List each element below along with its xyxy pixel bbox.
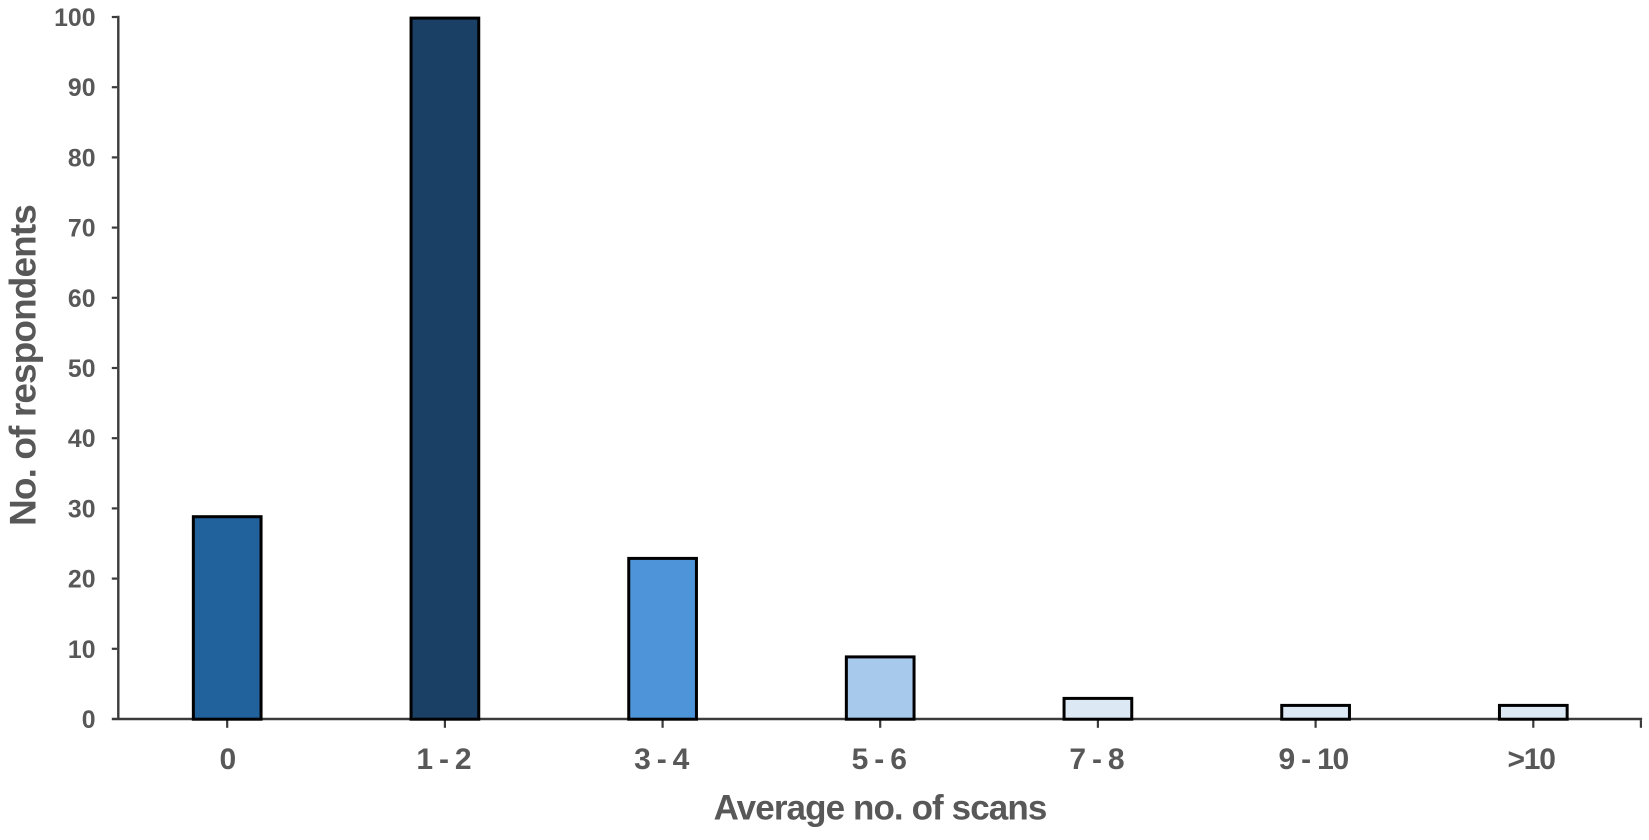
svg-text:5 - 6: 5 - 6 xyxy=(852,743,907,776)
svg-text:40: 40 xyxy=(68,426,96,453)
svg-text:60: 60 xyxy=(68,286,96,313)
svg-text:1 - 2: 1 - 2 xyxy=(416,743,471,776)
svg-text:9 - 10: 9 - 10 xyxy=(1279,743,1349,776)
svg-text:10: 10 xyxy=(68,637,96,664)
svg-text:Average no. of scans: Average no. of scans xyxy=(714,789,1047,828)
svg-text:90: 90 xyxy=(68,75,96,102)
svg-text:No. of respondents: No. of respondents xyxy=(3,205,44,526)
svg-text:80: 80 xyxy=(68,145,96,172)
svg-text:3 - 4: 3 - 4 xyxy=(634,743,690,776)
svg-text:0: 0 xyxy=(82,707,96,734)
svg-text:20: 20 xyxy=(68,567,96,594)
svg-text:>10: >10 xyxy=(1507,743,1555,776)
svg-text:50: 50 xyxy=(68,356,96,383)
svg-text:7 - 8: 7 - 8 xyxy=(1069,743,1124,776)
svg-text:30: 30 xyxy=(68,496,96,523)
svg-text:0: 0 xyxy=(219,743,235,776)
svg-text:100: 100 xyxy=(54,5,95,32)
svg-text:70: 70 xyxy=(68,216,96,243)
